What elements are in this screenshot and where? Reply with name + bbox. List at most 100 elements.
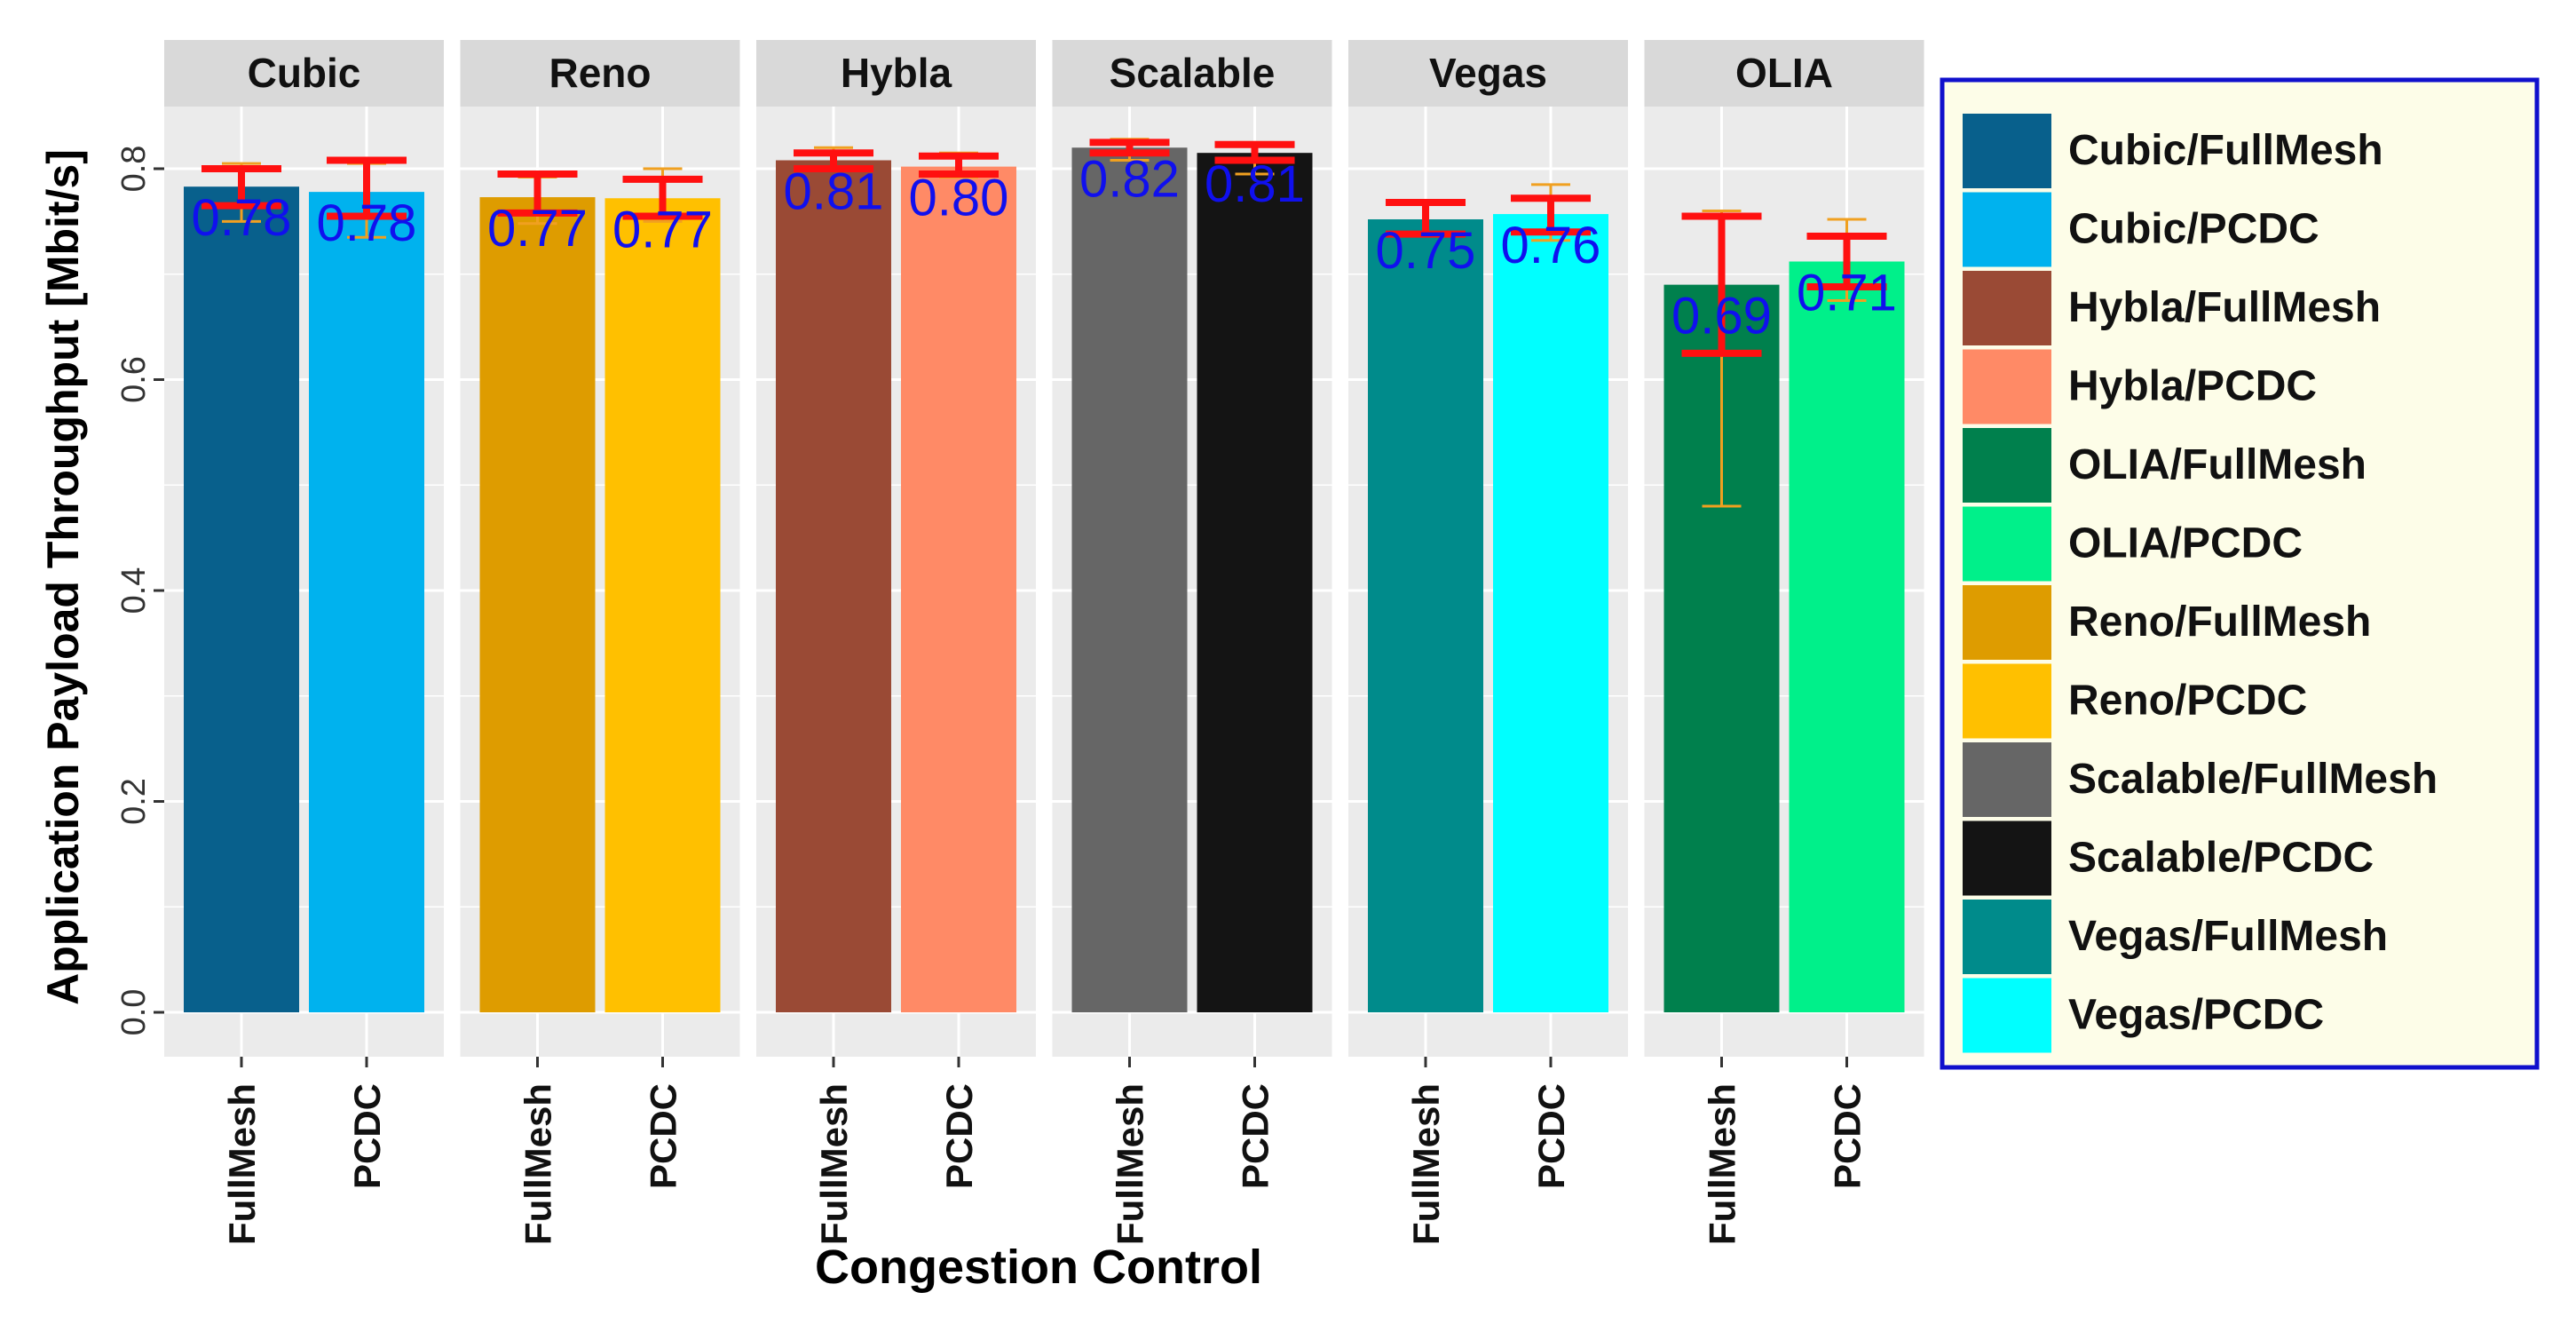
legend-swatch xyxy=(1963,821,2051,896)
facet-strip-label: Hybla xyxy=(841,50,952,96)
bar-reno-pcdc xyxy=(604,198,721,1012)
legend-label: OLIA/PCDC xyxy=(2068,520,2303,567)
x-tick-label: FullMesh xyxy=(1702,1083,1743,1245)
bar-scalable-pcdc xyxy=(1197,153,1313,1012)
value-label: 0.81 xyxy=(1205,155,1305,213)
legend-item: Hybla/FullMesh xyxy=(1963,271,2381,345)
legend-label: Scalable/FullMesh xyxy=(2068,756,2438,803)
y-tick-label: 0.0 xyxy=(115,989,153,1036)
legend-swatch xyxy=(1963,114,2051,188)
legend-swatch xyxy=(1963,978,2051,1053)
value-label: 0.77 xyxy=(487,200,588,258)
bar-cubic-pcdc xyxy=(309,192,424,1012)
bar-vegas-pcdc xyxy=(1493,214,1608,1012)
legend-swatch xyxy=(1963,585,2051,660)
legend-label: Hybla/PCDC xyxy=(2068,363,2317,410)
y-tick-label: 0.2 xyxy=(115,778,153,825)
x-tick-label: FullMesh xyxy=(1110,1083,1151,1245)
legend-label: Scalable/PCDC xyxy=(2068,835,2374,882)
legend-swatch xyxy=(1963,192,2051,267)
facet-strip xyxy=(460,40,740,107)
legend-label: Reno/PCDC xyxy=(2068,678,2307,725)
facet-strip-label: Cubic xyxy=(248,50,361,96)
facet-strip xyxy=(1348,40,1628,107)
y-axis-title: Application Payload Throughput [Mbit/s] xyxy=(38,149,88,1005)
x-tick-label: PCDC xyxy=(1827,1083,1869,1189)
legend-swatch xyxy=(1963,742,2051,817)
facet-olia: OLIA 0.69 FullMesh 0.71 PCDC xyxy=(1644,40,1924,1245)
value-label: 0.77 xyxy=(612,201,713,258)
facet-cubic: Cubic 0.78 FullMesh 0.78 PCDC xyxy=(164,40,444,1245)
legend-label: Vegas/PCDC xyxy=(2068,992,2324,1039)
facet-strip-label: Reno xyxy=(549,50,652,96)
legend-item: Vegas/PCDC xyxy=(1963,978,2324,1053)
bar-reno-fullmesh xyxy=(479,197,596,1012)
y-tick-label: 0.4 xyxy=(115,567,153,614)
legend-label: Cubic/PCDC xyxy=(2068,206,2319,253)
facet-scalable: Scalable 0.82 FullMesh 0.81 PCDC xyxy=(1052,40,1332,1245)
bar-hybla-pcdc xyxy=(901,166,1016,1012)
facet-strip xyxy=(1052,40,1332,107)
legend-item: Reno/PCDC xyxy=(1963,663,2307,739)
value-label: 0.78 xyxy=(317,194,417,252)
facet-strip-label: Scalable xyxy=(1110,50,1276,96)
value-label: 0.69 xyxy=(1671,288,1772,345)
bar-scalable-fullmesh xyxy=(1071,147,1188,1012)
x-tick-label: PCDC xyxy=(1235,1083,1276,1189)
facet-strip-label: OLIA xyxy=(1735,50,1833,96)
value-label: 0.82 xyxy=(1079,150,1180,208)
x-tick-label: FullMesh xyxy=(813,1083,855,1245)
legend: Cubic/FullMesh Cubic/PCDC Hybla/FullMesh Hy… xyxy=(1940,77,2540,1070)
legend-item: Reno/FullMesh xyxy=(1963,585,2371,660)
legend-label: Reno/FullMesh xyxy=(2068,599,2371,646)
value-label: 0.76 xyxy=(1501,217,1601,274)
y-tick-label: 0.8 xyxy=(115,146,153,193)
x-tick-label: FullMesh xyxy=(221,1083,263,1245)
x-tick-label: PCDC xyxy=(1530,1083,1572,1189)
bar-cubic-fullmesh xyxy=(184,186,299,1012)
y-tick-label: 0.6 xyxy=(115,356,153,403)
x-tick-label: PCDC xyxy=(643,1083,684,1189)
facet-reno: Reno 0.77 FullMesh 0.77 PCDC xyxy=(460,40,740,1245)
legend-label: Cubic/FullMesh xyxy=(2068,127,2383,174)
legend-swatch xyxy=(1963,900,2051,974)
legend-item: Scalable/PCDC xyxy=(1963,821,2374,896)
x-axis-title: Congestion Control xyxy=(815,1241,1262,1294)
value-label: 0.71 xyxy=(1797,265,1897,322)
y-axis: 0.0 0.2 0.4 0.6 0.8 xyxy=(115,146,164,1036)
legend-item: Scalable/FullMesh xyxy=(1963,742,2438,817)
x-tick-label: FullMesh xyxy=(518,1083,559,1245)
facet-strip xyxy=(756,40,1036,107)
facet-strip xyxy=(164,40,444,107)
legend-item: Hybla/PCDC xyxy=(1963,349,2317,424)
legend-swatch xyxy=(1963,663,2051,739)
legend-item: Vegas/FullMesh xyxy=(1963,900,2388,974)
legend-item: Cubic/FullMesh xyxy=(1963,114,2383,188)
facet-panels: Cubic 0.78 FullMesh 0.78 PCDC Reno 0.77 FullMes… xyxy=(164,40,1924,1245)
legend-item: Cubic/PCDC xyxy=(1963,192,2319,267)
bar-olia-pcdc xyxy=(1789,261,1905,1012)
legend-swatch xyxy=(1963,271,2051,345)
bar-hybla-fullmesh xyxy=(776,160,891,1012)
x-tick-label: PCDC xyxy=(346,1083,388,1189)
legend-swatch xyxy=(1963,428,2051,503)
facet-vegas: Vegas 0.75 FullMesh 0.76 PCDC xyxy=(1348,40,1628,1245)
value-label: 0.80 xyxy=(909,170,1009,227)
legend-item: OLIA/PCDC xyxy=(1963,506,2303,582)
x-tick-label: PCDC xyxy=(938,1083,980,1189)
x-tick-label: FullMesh xyxy=(1405,1083,1447,1245)
value-label: 0.75 xyxy=(1376,222,1476,280)
legend-label: OLIA/FullMesh xyxy=(2068,441,2367,488)
value-label: 0.78 xyxy=(192,189,292,247)
facet-strip xyxy=(1644,40,1924,107)
legend-label: Hybla/FullMesh xyxy=(2068,284,2381,331)
facet-hybla: Hybla 0.81 FullMesh 0.80 PCDC xyxy=(756,40,1036,1245)
legend-swatch xyxy=(1963,506,2051,582)
facet-strip-label: Vegas xyxy=(1429,50,1547,96)
legend-item: OLIA/FullMesh xyxy=(1963,428,2367,503)
bar-vegas-fullmesh xyxy=(1368,219,1483,1012)
legend-swatch xyxy=(1963,349,2051,424)
legend-label: Vegas/FullMesh xyxy=(2068,913,2388,960)
value-label: 0.81 xyxy=(784,163,884,221)
